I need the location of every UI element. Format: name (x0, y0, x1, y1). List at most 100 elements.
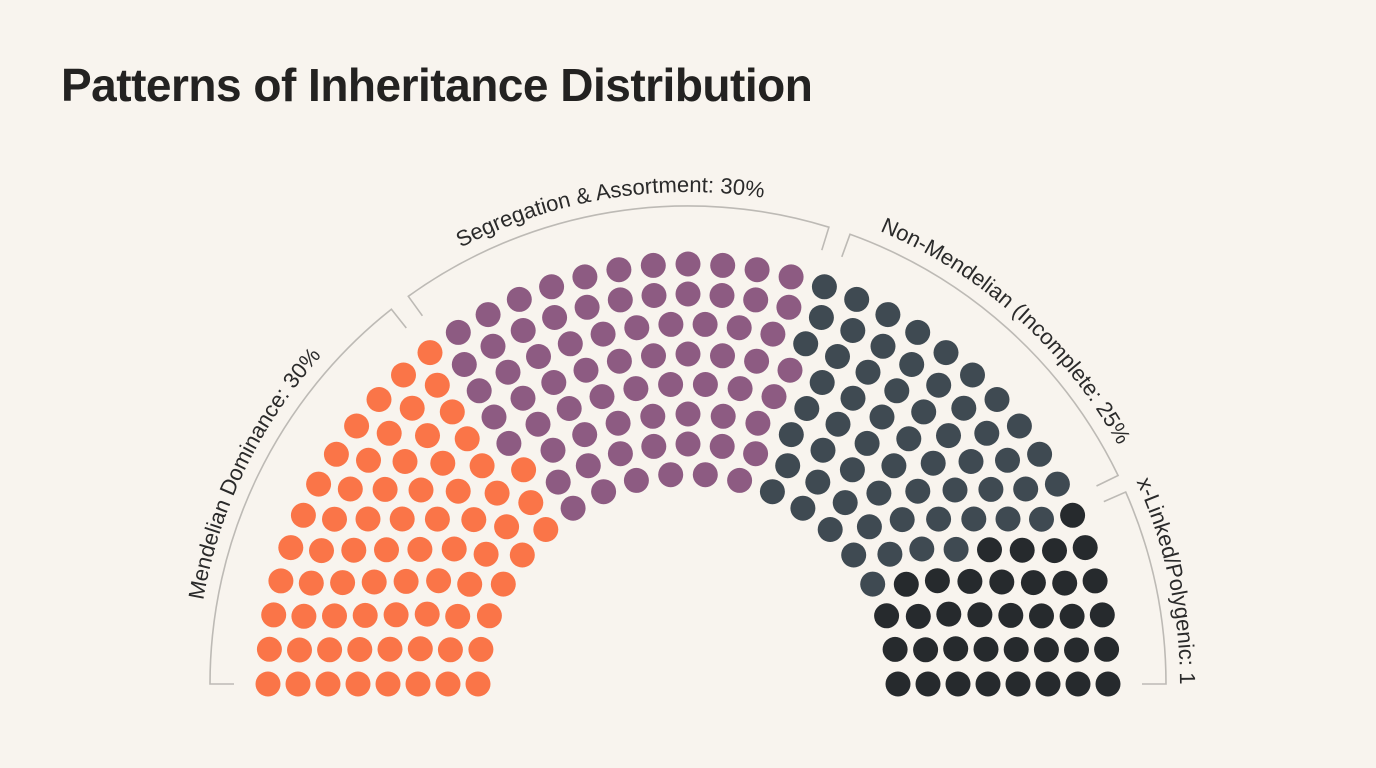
seat-dot (439, 399, 465, 425)
seat-dot (560, 495, 586, 521)
seat-dot (1029, 603, 1054, 629)
seat-dot (945, 671, 971, 697)
seat-dot (675, 431, 701, 457)
seat-dot (675, 281, 701, 307)
seat-dot (710, 252, 736, 278)
seat-dot (1089, 602, 1115, 628)
seat-dot (905, 319, 931, 345)
seat-dot (881, 453, 907, 479)
seat-dot (924, 568, 950, 594)
seat-dot (743, 287, 769, 313)
seat-dot (933, 340, 959, 366)
seat-dot (1027, 441, 1053, 467)
seat-dot (285, 671, 311, 697)
seat-dot (415, 423, 440, 449)
seat-dot (556, 396, 582, 421)
seat-dot (445, 319, 471, 345)
seat-dot (658, 372, 684, 397)
seat-dot (510, 385, 536, 411)
seat-dot (893, 571, 919, 597)
seat-dot (777, 357, 803, 383)
seat-dot (268, 568, 294, 594)
seat-dot (291, 603, 317, 629)
seat-dot (710, 403, 736, 429)
seat-dot (1052, 570, 1078, 596)
segment-bracket (1103, 490, 1167, 685)
seat-dot (905, 603, 931, 629)
seat-dot (1009, 537, 1035, 563)
seat-dot (744, 257, 770, 283)
seat-dot (943, 636, 969, 662)
seat-dot (844, 286, 870, 312)
seat-dot (805, 469, 831, 495)
seat-dot (1033, 637, 1059, 663)
seat-dot (454, 426, 480, 452)
seat-dot (352, 602, 378, 628)
seat-dot (793, 331, 819, 357)
seat-dot (605, 410, 631, 436)
seat-dot (624, 315, 650, 341)
seat-dot (376, 420, 402, 446)
seat-dot (473, 541, 499, 567)
seat-dot (909, 536, 935, 562)
seat-dot (675, 341, 701, 367)
seat-dot (591, 479, 617, 505)
seat-dot (761, 384, 787, 410)
seat-dot (417, 340, 443, 366)
seat-dot (1013, 476, 1039, 502)
seat-dot (743, 441, 769, 467)
seat-dot (341, 537, 367, 563)
seat-dot (995, 447, 1020, 473)
seat-dot (984, 387, 1010, 412)
seat-dot (866, 480, 892, 506)
seat-dot (709, 433, 735, 459)
seat-dot (430, 450, 456, 476)
seat-dot (541, 370, 567, 395)
seat-dot (726, 315, 752, 341)
seat-dot (709, 283, 735, 308)
seat-dot (383, 602, 409, 628)
seat-dot (825, 411, 851, 437)
segment-bracket (209, 308, 407, 685)
seat-dot (825, 344, 850, 369)
seat-dot (911, 399, 937, 425)
seat-dot (884, 378, 910, 404)
seat-dot (437, 637, 463, 663)
seat-dot (840, 385, 866, 411)
seat-dot (606, 257, 632, 283)
seat-dot (794, 396, 820, 421)
seat-dot (1020, 570, 1046, 596)
seat-dot (658, 462, 684, 488)
seat-dot (810, 437, 836, 463)
seat-dot (573, 357, 599, 383)
seat-dot (469, 453, 495, 479)
seat-dot (322, 506, 347, 532)
seat-dot (256, 636, 282, 662)
seat-dot (920, 450, 946, 476)
seat-dot (943, 536, 969, 562)
seat-dot (926, 506, 952, 532)
seat-dot (575, 453, 601, 479)
segment-bracket (407, 205, 830, 317)
seat-dot (995, 506, 1021, 532)
seat-dot (975, 671, 1001, 697)
seat-dot (545, 469, 571, 495)
seat-dot (809, 370, 835, 395)
seat-dot (574, 294, 600, 320)
seat-dot (407, 536, 433, 562)
seat-dot (856, 514, 882, 540)
seat-dot (967, 602, 993, 628)
seat-dot (414, 601, 440, 627)
seat-dot (495, 359, 521, 385)
seat-dot (317, 637, 343, 663)
seat-dot (572, 264, 598, 290)
seat-dot (855, 359, 881, 385)
seat-dot (607, 287, 633, 313)
seat-dot (961, 506, 987, 532)
seat-dot (1059, 603, 1085, 629)
seat-dot (509, 542, 535, 568)
seat-dot (589, 384, 615, 410)
seat-dot (322, 603, 347, 629)
seat-dot (989, 569, 1015, 595)
